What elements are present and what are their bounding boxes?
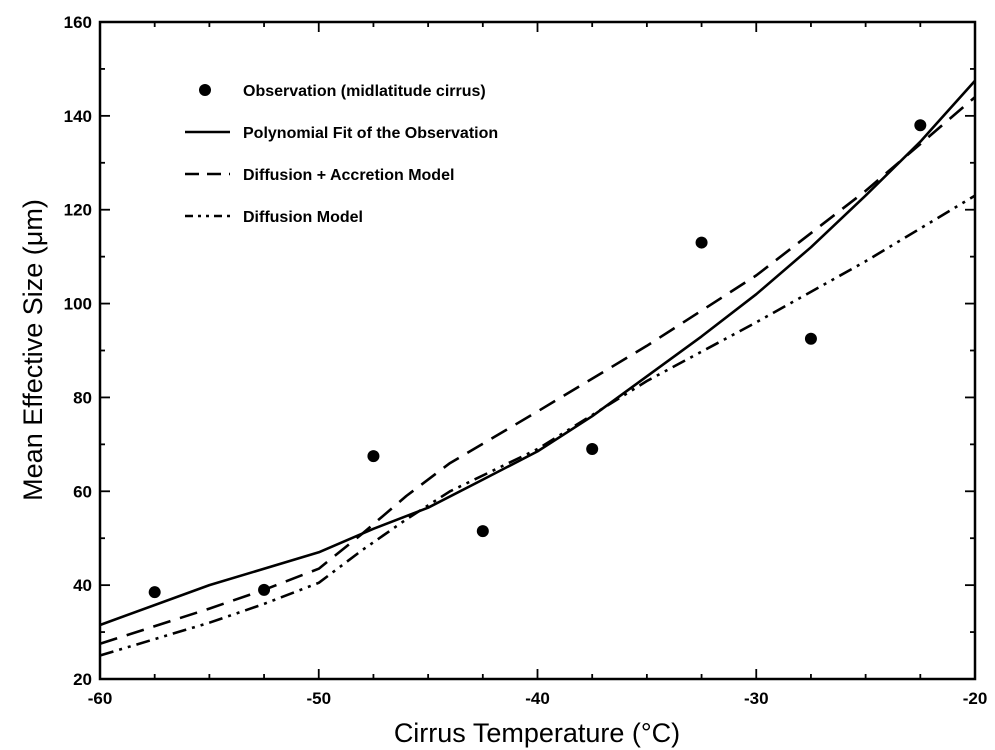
observation-point xyxy=(695,236,708,249)
y-tick-label: 40 xyxy=(73,576,92,595)
x-tick-label: -60 xyxy=(88,689,113,708)
x-tick-label: -30 xyxy=(744,689,769,708)
y-tick-label: 120 xyxy=(64,201,92,220)
legend-label: Observation (midlatitude cirrus) xyxy=(243,83,486,100)
series-layer xyxy=(99,79,976,657)
observation-point xyxy=(476,525,489,538)
legend-label: Diffusion + Accretion Model xyxy=(243,167,454,184)
y-tick-label: 100 xyxy=(64,295,92,314)
ticks-layer: -60 -50 -40 -30 -20 20 40 60 80 100 120 140 160 xyxy=(64,13,988,708)
x-axis-title: Cirrus Temperature (°C) xyxy=(394,718,680,748)
series-line-solid xyxy=(99,79,976,627)
plot-frame xyxy=(98,20,977,681)
x-tick-label: -50 xyxy=(306,689,331,708)
y-tick-label: 20 xyxy=(73,670,92,689)
legend: Observation (midlatitude cirrus) Polynomi… xyxy=(185,83,498,226)
series-line-dash-dot-dot xyxy=(99,194,976,657)
observation-point xyxy=(914,119,927,132)
observation-point xyxy=(804,332,817,345)
x-tick-label: -20 xyxy=(963,689,988,708)
series-line-dashed xyxy=(99,96,976,646)
y-tick-label: 160 xyxy=(64,13,92,32)
y-tick-label: 140 xyxy=(64,107,92,126)
legend-marker xyxy=(199,84,211,96)
legend-label: Polynomial Fit of the Observation xyxy=(243,125,498,142)
y-axis-title: Mean Effective Size (μm) xyxy=(18,199,48,501)
legend-label: Diffusion Model xyxy=(243,209,363,226)
observation-point xyxy=(367,450,380,463)
y-tick-label: 60 xyxy=(73,482,92,501)
y-tick-label: 80 xyxy=(73,388,92,407)
observation-point xyxy=(148,586,161,599)
x-tick-label: -40 xyxy=(525,689,550,708)
plot-area xyxy=(100,22,975,679)
observation-point xyxy=(586,443,599,456)
